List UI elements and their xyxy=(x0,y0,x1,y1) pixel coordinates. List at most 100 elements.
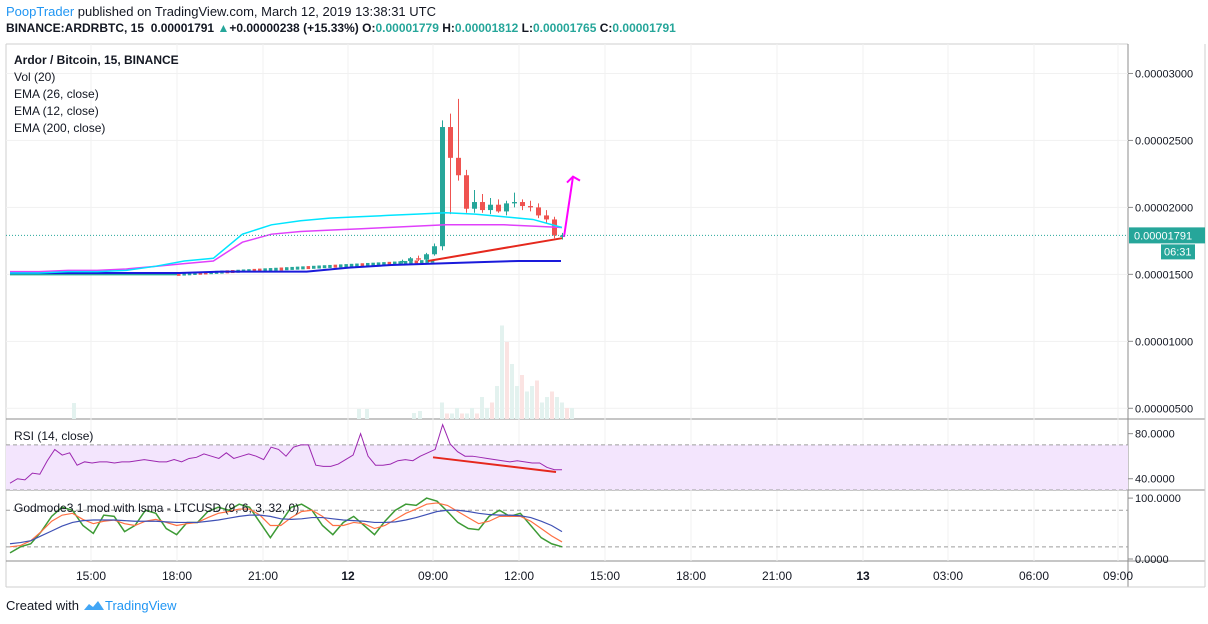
up-arrow-icon: ▲ xyxy=(217,21,230,35)
legend-ema200[interactable]: EMA (200, close) xyxy=(14,121,106,135)
small-candle xyxy=(279,267,284,271)
legend-vol[interactable]: Vol (20) xyxy=(14,70,56,84)
open-value: 0.00001779 xyxy=(375,21,439,35)
indicator-legend: Ardor / Bitcoin, 15, BINANCE Vol (20) EM… xyxy=(14,52,179,137)
godmode-fast-line xyxy=(9,497,563,554)
small-candle xyxy=(387,261,392,265)
small-candle xyxy=(285,267,289,271)
volume-bar xyxy=(450,413,454,419)
volume-bar xyxy=(510,364,514,419)
high-label: H: xyxy=(442,21,455,35)
godmode-lsma-line xyxy=(9,509,563,545)
volume-bar xyxy=(525,391,529,419)
small-candle xyxy=(252,268,257,272)
y-tick-label: 0.00002000 xyxy=(1135,202,1193,214)
legend-ema26[interactable]: EMA (26, close) xyxy=(14,87,99,101)
volume-bar xyxy=(490,402,494,419)
last-price-marker xyxy=(1129,227,1205,244)
x-tick-label: 18:00 xyxy=(162,569,192,583)
volume-bar xyxy=(545,397,549,419)
high-value: 0.00001812 xyxy=(454,21,519,35)
small-candle xyxy=(398,261,402,265)
volume-bar xyxy=(460,413,464,419)
candle-body xyxy=(432,246,437,255)
candle-body xyxy=(416,258,421,260)
small-candle xyxy=(403,260,408,264)
volume-bar xyxy=(445,413,449,419)
volume-bar xyxy=(465,413,469,419)
volume-bar xyxy=(365,409,369,419)
small-candle xyxy=(263,268,267,272)
x-tick-label: 09:00 xyxy=(1103,569,1133,583)
volume-bars xyxy=(72,325,574,419)
godmode-label[interactable]: Godmode3.1 mod with lsma - LTCUSD (9, 6,… xyxy=(14,501,300,515)
small-candle xyxy=(382,262,386,266)
projection-arrow-head xyxy=(566,175,581,184)
volume-bar xyxy=(470,408,474,419)
small-candle xyxy=(182,272,186,276)
tradingview-link[interactable]: TradingView xyxy=(83,598,177,613)
volume-bar xyxy=(440,402,444,419)
price-change: +0.00000238 (+15.33%) xyxy=(229,21,359,35)
low-value: 0.00001765 xyxy=(532,21,597,35)
y-tick-label: 0.00001500 xyxy=(1135,269,1193,281)
candle-body xyxy=(456,157,461,176)
y-tick-label: 0.00003000 xyxy=(1135,68,1193,80)
countdown-label: 06:31 xyxy=(1164,246,1192,258)
small-candle xyxy=(333,264,338,268)
rsi-trendline xyxy=(432,456,557,473)
candle-body xyxy=(424,254,429,260)
small-candle xyxy=(339,264,343,268)
x-tick-label: 13 xyxy=(856,569,870,583)
volume-bar xyxy=(475,413,479,419)
x-tick-label: 15:00 xyxy=(76,569,106,583)
volume-bar xyxy=(515,386,519,419)
rsi-label[interactable]: RSI (14, close) xyxy=(14,429,94,443)
godmode-y-tick-label: 100.0000 xyxy=(1135,493,1181,505)
support-trendline xyxy=(427,237,563,262)
volume-bar xyxy=(550,391,554,419)
small-candle xyxy=(274,267,278,271)
legend-ema12[interactable]: EMA (12, close) xyxy=(14,104,99,118)
candle-body xyxy=(472,202,477,209)
price-pane xyxy=(6,98,1128,276)
candle-body xyxy=(536,207,541,216)
x-tick-label: 18:00 xyxy=(676,569,706,583)
godmode-y-tick-label: 0.0000 xyxy=(1135,554,1169,566)
x-tick-label: 21:00 xyxy=(762,569,792,583)
close-value: 0.00001791 xyxy=(612,21,676,35)
small-candle xyxy=(393,261,397,265)
candle-body xyxy=(496,204,501,212)
candle-body xyxy=(528,206,533,208)
small-candle xyxy=(295,266,300,270)
symbol-header: BINANCE:ARDRBTC, 15 0.00001791 ▲+0.00000… xyxy=(6,21,676,35)
small-candle xyxy=(425,259,429,263)
candle-body xyxy=(544,215,549,220)
rsi-line xyxy=(9,423,562,484)
open-label: O: xyxy=(362,21,376,35)
volume-bar xyxy=(357,409,361,419)
legend-title[interactable]: Ardor / Bitcoin, 15, BINANCE xyxy=(14,53,179,67)
candle-body xyxy=(480,202,485,211)
small-candle xyxy=(312,265,316,269)
small-candle xyxy=(360,263,365,267)
axes: 15:00 18:00 21:00 12 09:00 12:00 15:00 18:00 21:… xyxy=(76,68,1205,583)
symbol-name: BINANCE:ARDRBTC, 15 xyxy=(6,21,145,35)
low-label: L: xyxy=(521,21,533,35)
candle-body xyxy=(408,258,413,261)
small-candle xyxy=(414,260,419,264)
x-tick-label: 12 xyxy=(341,569,355,583)
volume-bar xyxy=(418,411,422,419)
small-candle xyxy=(187,272,192,276)
author-link[interactable]: PoopTrader xyxy=(6,4,75,19)
volume-bar xyxy=(455,408,459,419)
volume-bar xyxy=(520,375,524,419)
x-tick-label: 15:00 xyxy=(590,569,620,583)
ema26-line xyxy=(10,224,563,273)
tradingview-brand: TradingView xyxy=(104,598,177,613)
created-with-text: Created with xyxy=(6,598,79,613)
published-text: published on TradingView.com, March 12, … xyxy=(77,4,436,19)
small-candle xyxy=(290,266,294,270)
small-candle xyxy=(258,268,262,272)
